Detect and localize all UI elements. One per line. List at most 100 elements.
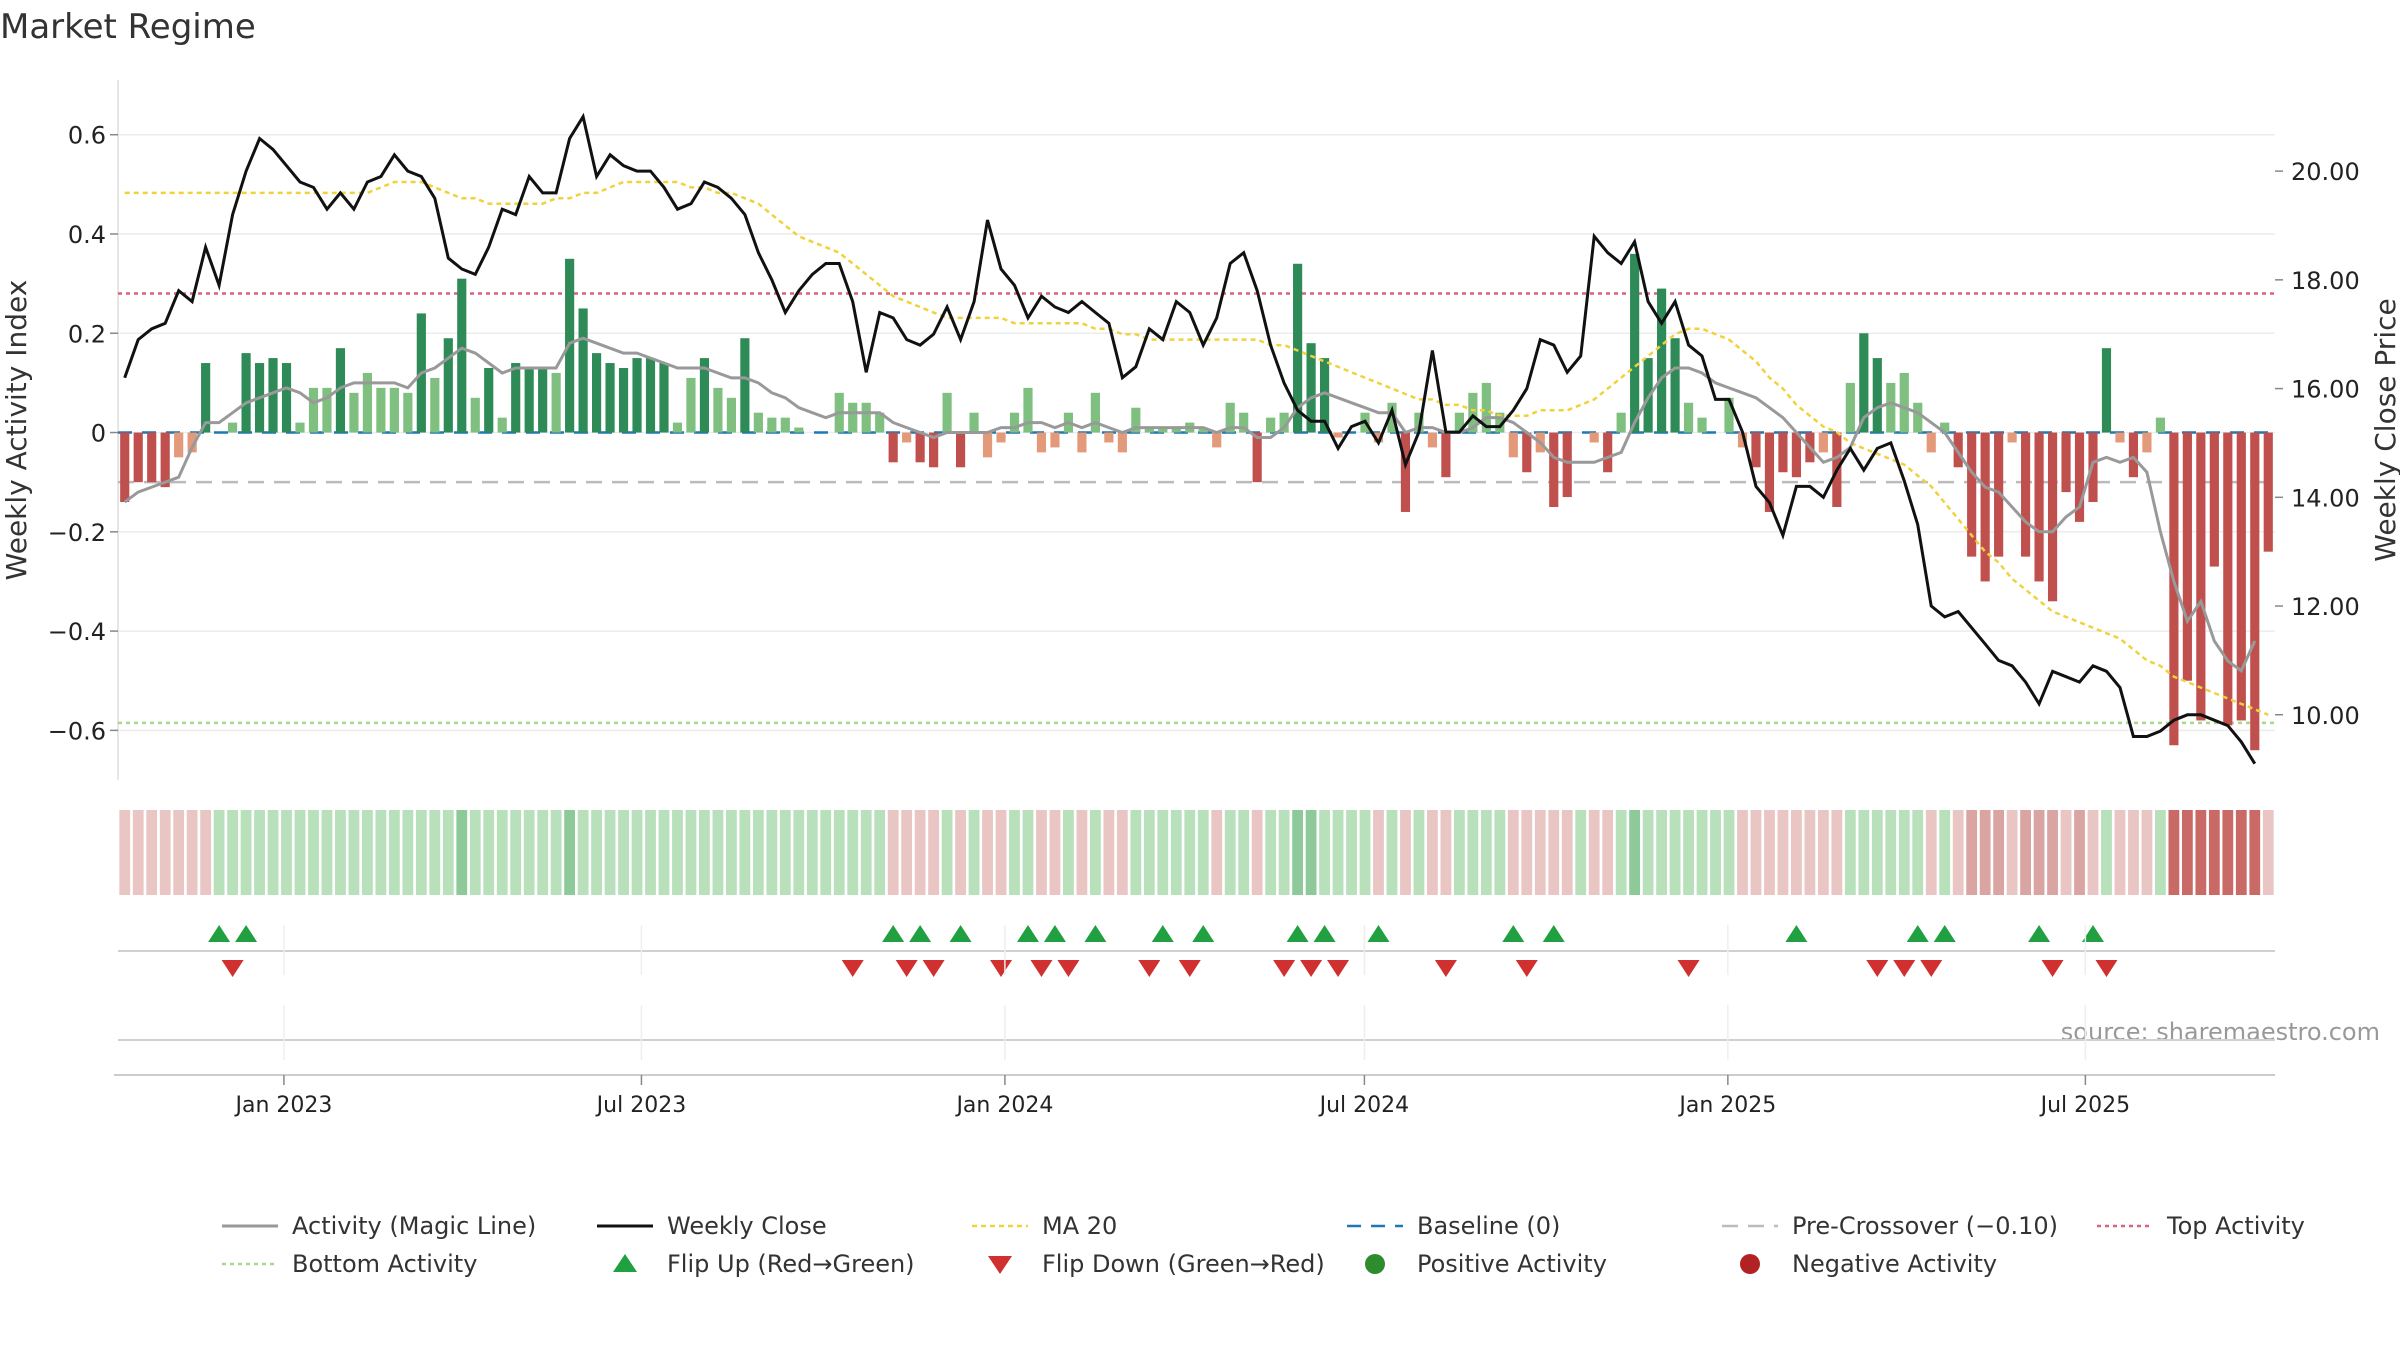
regime-cell bbox=[1669, 810, 1681, 895]
activity-bar bbox=[308, 387, 319, 433]
regime-cell bbox=[1696, 810, 1708, 895]
regime-cell bbox=[968, 810, 980, 895]
regime-cell bbox=[1750, 810, 1762, 895]
x-tick-label: Jul 2023 bbox=[595, 1093, 687, 1118]
activity-bar bbox=[982, 432, 993, 458]
regime-cell bbox=[146, 810, 158, 895]
regime-cell bbox=[1049, 810, 1061, 895]
activity-bar bbox=[1657, 288, 1667, 433]
activity-bar bbox=[1670, 338, 1680, 433]
activity-bar bbox=[699, 358, 710, 433]
activity-bar bbox=[1764, 432, 1775, 512]
regime-cell bbox=[550, 810, 562, 895]
regime-cell bbox=[1710, 810, 1721, 895]
regime-cell bbox=[1319, 810, 1330, 895]
activity-bar bbox=[1090, 392, 1100, 433]
regime-cell bbox=[1211, 810, 1223, 895]
activity-bar bbox=[1171, 427, 1181, 433]
regime-cell bbox=[321, 810, 333, 895]
x-tick-label: Jan 2023 bbox=[233, 1093, 332, 1118]
activity-bar bbox=[1603, 432, 1613, 473]
regime-cell bbox=[1265, 810, 1277, 895]
activity-bar bbox=[1886, 382, 1896, 433]
activity-bar bbox=[740, 338, 750, 433]
regime-cell bbox=[1359, 810, 1371, 895]
left-tick-label: 0.6 bbox=[68, 122, 106, 150]
activity-bar bbox=[268, 358, 278, 433]
activity-bar bbox=[322, 387, 332, 433]
regime-cell bbox=[1521, 810, 1533, 895]
regime-cell bbox=[1548, 810, 1560, 895]
activity-bar bbox=[2209, 432, 2219, 567]
activity-bar bbox=[1522, 432, 1532, 473]
regime-cell bbox=[1480, 810, 1492, 895]
activity-bar bbox=[389, 387, 399, 433]
activity-bar bbox=[403, 392, 413, 433]
activity-bar bbox=[2236, 432, 2246, 721]
legend-swatch bbox=[988, 1256, 1012, 1274]
activity-bar bbox=[1009, 412, 1020, 433]
activity-bar bbox=[929, 432, 939, 468]
legend-item-pre: Pre-Crossover (−0.10) bbox=[1722, 1212, 2058, 1240]
flip-up-marker bbox=[1043, 925, 1066, 942]
regime-cell bbox=[2208, 810, 2220, 895]
legend-swatch bbox=[613, 1254, 637, 1272]
right-tick-label: 10.00 bbox=[2291, 702, 2360, 730]
regime-cell bbox=[577, 810, 589, 895]
regime-cell bbox=[1063, 810, 1074, 895]
activity-bar bbox=[753, 412, 763, 433]
regime-cell bbox=[308, 810, 319, 895]
regime-cell bbox=[685, 810, 697, 895]
regime-cell bbox=[1831, 810, 1843, 895]
activity-bar bbox=[1468, 392, 1478, 433]
flip-down-marker bbox=[1677, 960, 1700, 977]
regime-cell bbox=[779, 810, 791, 895]
legend-item-ma20: MA 20 bbox=[972, 1212, 1117, 1240]
activity-bar bbox=[470, 397, 480, 433]
activity-bar bbox=[376, 387, 386, 433]
activity-bar bbox=[618, 368, 629, 433]
flip-down-marker bbox=[2041, 960, 2064, 977]
regime-cell bbox=[2235, 810, 2247, 895]
right-tick-label: 20.00 bbox=[2291, 158, 2360, 186]
flip-up-marker bbox=[1151, 925, 1174, 942]
regime-cell bbox=[1656, 810, 1667, 895]
regime-cell bbox=[1737, 810, 1748, 895]
activity-bar bbox=[1630, 253, 1640, 433]
left-tick-label: −0.6 bbox=[48, 717, 106, 745]
flip-up-marker bbox=[1084, 925, 1107, 942]
activity-bar bbox=[659, 363, 669, 433]
regime-cell bbox=[1561, 810, 1573, 895]
activity-bar bbox=[281, 363, 292, 433]
flip-down-marker bbox=[1300, 960, 1323, 977]
activity-bar bbox=[794, 427, 804, 433]
regime-cell bbox=[712, 810, 724, 895]
flip-up-marker bbox=[1367, 925, 1390, 942]
regime-cell bbox=[618, 810, 629, 895]
flip-down-marker bbox=[1434, 960, 1457, 977]
regime-cell bbox=[752, 810, 764, 895]
flip-up-marker bbox=[1502, 925, 1525, 942]
flip-down-marker bbox=[2095, 960, 2118, 977]
regime-cell bbox=[699, 810, 710, 895]
regime-cell bbox=[456, 810, 468, 895]
regime-cell bbox=[119, 810, 131, 895]
regime-cell bbox=[631, 810, 643, 895]
regime-cell bbox=[2047, 810, 2058, 895]
regime-cell bbox=[267, 810, 279, 895]
activity-bar bbox=[295, 422, 305, 433]
activity-bar bbox=[1454, 412, 1464, 433]
right-tick-label: 12.00 bbox=[2291, 593, 2360, 621]
source-label: source: sharemaestro.com bbox=[2061, 1018, 2380, 1046]
regime-cell bbox=[213, 810, 225, 895]
activity-bar bbox=[2061, 432, 2071, 493]
activity-bar bbox=[1387, 402, 1397, 433]
activity-bar bbox=[726, 397, 736, 433]
activity-bar bbox=[1818, 432, 1828, 453]
regime-cell bbox=[564, 810, 576, 895]
activity-bar bbox=[2034, 432, 2044, 582]
activity-bar bbox=[349, 392, 359, 433]
activity-bar bbox=[767, 417, 777, 433]
regime-strip bbox=[119, 810, 2274, 895]
regime-cell bbox=[1157, 810, 1169, 895]
